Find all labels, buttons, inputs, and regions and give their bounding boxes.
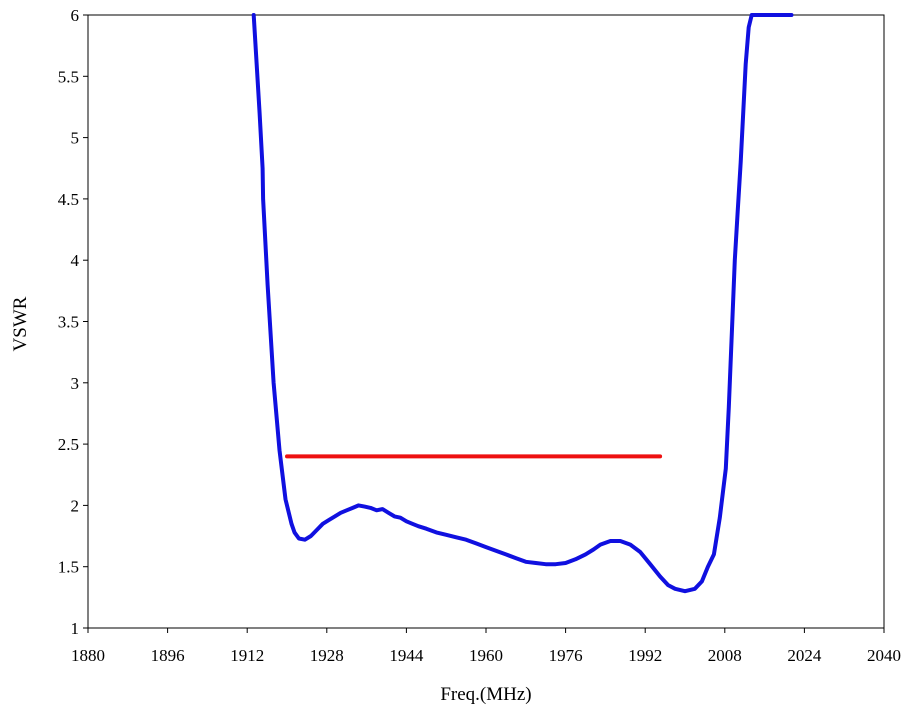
x-axis-ticks: 1880 1896 1912 1928 1944 1960 1976 1992 2008 2024… bbox=[71, 628, 901, 665]
x-tick-label: 1912 bbox=[230, 646, 264, 665]
y-tick-label: 1 bbox=[71, 619, 80, 638]
x-tick-label: 1944 bbox=[389, 646, 424, 665]
x-tick-label: 1976 bbox=[549, 646, 583, 665]
x-tick-label: 2008 bbox=[708, 646, 742, 665]
x-tick-label: 1928 bbox=[310, 646, 344, 665]
series-group bbox=[251, 13, 794, 594]
x-tick-label: 2024 bbox=[787, 646, 822, 665]
y-tick-label: 4.5 bbox=[58, 190, 79, 209]
plot-area-frame bbox=[87, 14, 885, 629]
y-axis-ticks: 1 1.5 2 2.5 3 3.5 4 4.5 5 5.5 6 bbox=[58, 6, 88, 638]
y-tick-label: 1.5 bbox=[58, 558, 79, 577]
y-tick-label: 3 bbox=[71, 374, 80, 393]
y-tick-label: 4 bbox=[71, 251, 80, 270]
x-tick-label: 2040 bbox=[867, 646, 901, 665]
y-tick-label: 6 bbox=[71, 6, 80, 25]
y-tick-label: 5 bbox=[71, 129, 80, 148]
x-tick-label: 1896 bbox=[151, 646, 185, 665]
x-tick-label: 1992 bbox=[628, 646, 662, 665]
y-tick-label: 2.5 bbox=[58, 435, 79, 454]
y-tick-label: 5.5 bbox=[58, 67, 79, 86]
vswr-curve-line bbox=[251, 13, 794, 594]
x-tick-label: 1960 bbox=[469, 646, 503, 665]
x-axis-title: Freq.(MHz) bbox=[440, 684, 531, 705]
y-tick-label: 3.5 bbox=[58, 313, 79, 332]
y-tick-label: 2 bbox=[71, 496, 80, 515]
y-axis-title: VSWR bbox=[10, 296, 31, 351]
x-tick-label: 1880 bbox=[71, 646, 105, 665]
